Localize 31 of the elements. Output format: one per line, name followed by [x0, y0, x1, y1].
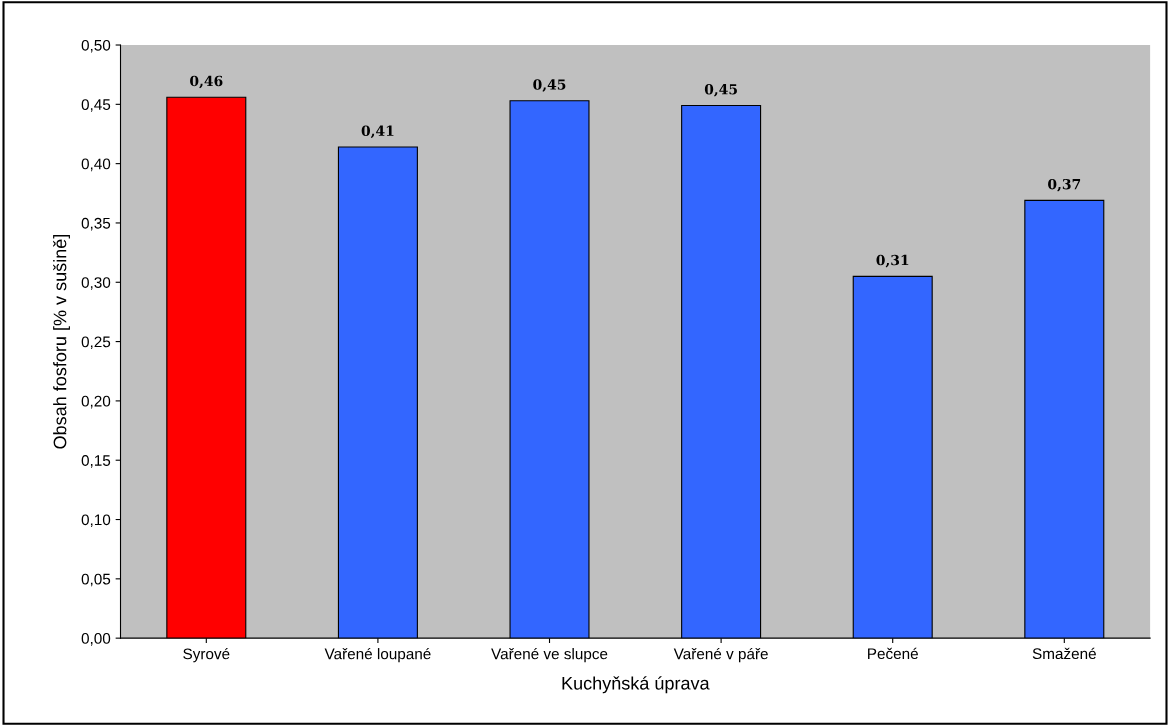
y-tick-label: 0,25	[81, 336, 111, 350]
x-tick-label: Smažené	[1032, 647, 1096, 660]
bar	[1024, 199, 1105, 639]
y-tick-label: 0,05	[81, 573, 111, 587]
bar	[166, 96, 247, 639]
data-label: 0,46	[190, 75, 223, 89]
bar	[337, 146, 418, 639]
y-tick-label: 0,35	[81, 217, 111, 231]
data-label: 0,45	[704, 83, 737, 97]
x-tick-label: Syrové	[183, 647, 230, 663]
y-tick-label: 0,30	[81, 277, 111, 290]
y-tick-label: 0,10	[81, 514, 111, 528]
data-label: 0,41	[361, 125, 394, 139]
data-label: 0,37	[1048, 178, 1081, 192]
data-label: 0,31	[876, 254, 909, 268]
x-tick-label: Vařené loupané	[324, 647, 431, 663]
x-tick-label: Pečené	[868, 647, 918, 660]
y-tick-label: 0,50	[81, 39, 111, 53]
bar	[852, 275, 933, 639]
x-axis-title: Kuchyňská úprava	[562, 676, 710, 694]
y-tick-label: 0,45	[81, 99, 111, 112]
y-axis-title: Obsah fosforu [% v sušině]	[53, 234, 70, 449]
y-tick-label: 0,20	[81, 395, 111, 409]
y-tick-label: 0,00	[81, 633, 111, 646]
y-tick-label: 0,15	[81, 455, 111, 468]
y-tick-label: 0,40	[81, 158, 111, 172]
x-tick-label: Vařené ve slupce	[491, 647, 608, 663]
bar	[681, 104, 762, 639]
data-label: 0,45	[533, 79, 566, 92]
bar	[509, 100, 590, 639]
x-tick-label: Vařené v páře	[673, 647, 768, 663]
